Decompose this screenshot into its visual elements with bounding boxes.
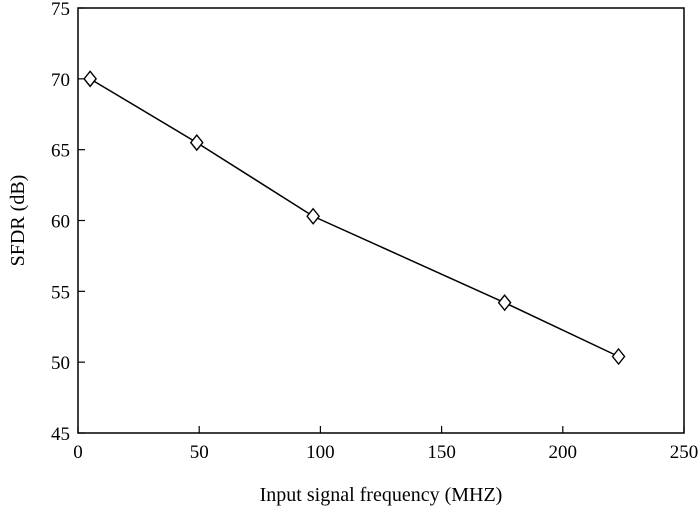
x-axis-label: Input signal frequency (MHZ): [260, 484, 503, 506]
x-tick-label: 150: [427, 442, 456, 463]
y-tick-label: 60: [51, 212, 70, 233]
x-tick-label: 50: [190, 442, 209, 463]
x-tick-label: 200: [549, 442, 578, 463]
y-tick-label: 65: [51, 141, 70, 162]
x-tick-label: 250: [670, 442, 699, 463]
series-group: [83, 70, 626, 366]
y-tick-label: 70: [51, 70, 70, 91]
data-point-marker: [83, 70, 98, 88]
y-tick-label: 75: [51, 0, 70, 20]
data-point-marker: [306, 207, 321, 225]
series-line: [89, 78, 619, 358]
data-point-marker: [497, 294, 512, 312]
plot-frame: [77, 7, 685, 434]
x-ticks: 0 50 100 150 200 250: [73, 426, 698, 463]
y-axis-label: SFDR (dB): [7, 175, 29, 267]
y-tick-label: 50: [51, 353, 70, 374]
x-tick-label: 100: [306, 442, 335, 463]
data-point-marker: [611, 347, 626, 366]
data-point-marker: [189, 133, 204, 152]
y-tick-label: 45: [51, 424, 70, 445]
x-tick-label: 0: [73, 442, 83, 463]
y-tick-label: 55: [51, 282, 70, 303]
y-ticks: 45 50 55 60 65 70 75: [51, 0, 85, 445]
